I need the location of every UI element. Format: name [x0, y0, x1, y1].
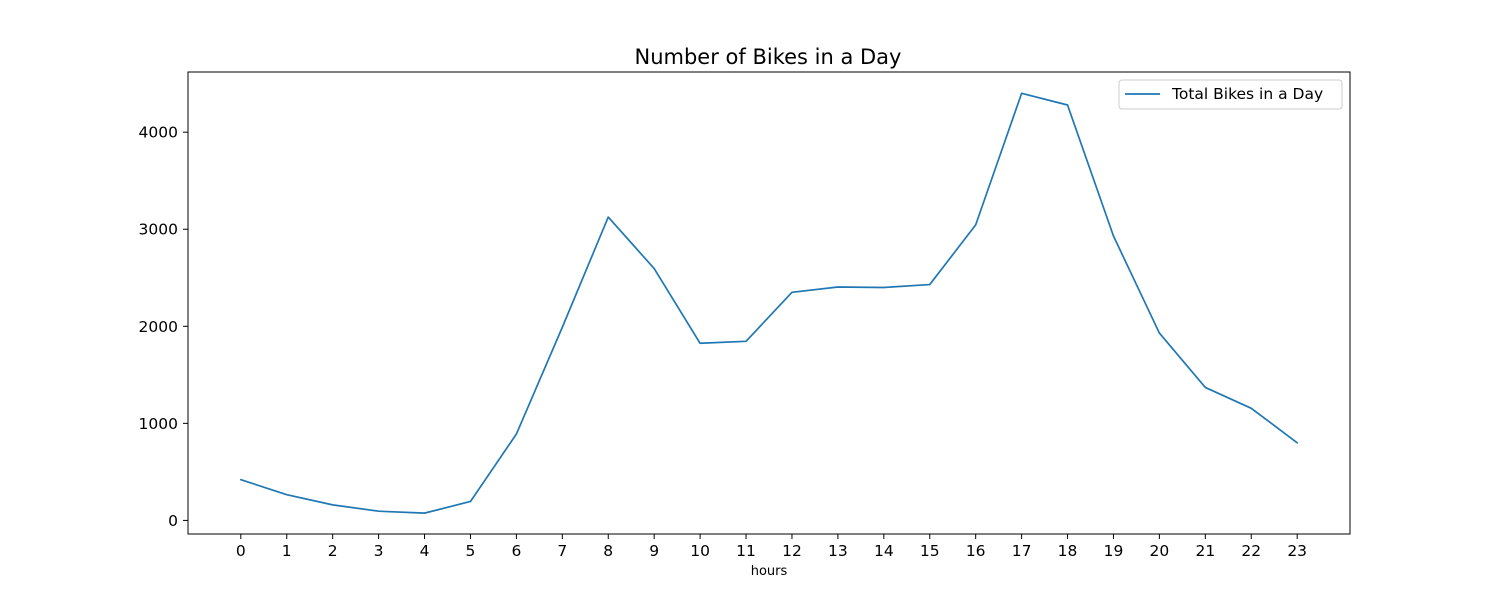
y-tick-label: 2000: [139, 318, 178, 336]
x-tick-label: 6: [511, 542, 521, 560]
x-axis-label: hours: [751, 564, 788, 579]
y-axis: 0 1000 2000 3000 4000: [139, 124, 188, 530]
chart-title: Number of Bikes in a Day: [635, 45, 902, 69]
x-tick-label: 5: [466, 542, 476, 560]
x-tick-label: 14: [874, 542, 894, 560]
y-tick-label: 4000: [139, 124, 178, 142]
x-tick-label: 7: [557, 542, 567, 560]
x-tick-label: 19: [1104, 542, 1124, 560]
legend-label: Total Bikes in a Day: [1171, 85, 1323, 103]
x-tick-label: 23: [1287, 542, 1307, 560]
x-tick-label: 12: [782, 542, 802, 560]
x-tick-label: 3: [374, 542, 384, 560]
legend-box: [1118, 79, 1343, 110]
x-tick-label: 17: [1012, 542, 1032, 560]
plot-frame: [187, 71, 1351, 535]
series-line-total-bikes: [239, 92, 1299, 514]
x-axis: 0 1 2 3 4 5 6 7 8 9 10 11 12 13 14 15 16 17 18 19 20 21 22 23: [236, 534, 1307, 560]
x-tick-label: 9: [649, 542, 659, 560]
x-tick-label: 8: [603, 542, 613, 560]
y-tick-label: 0: [168, 512, 178, 530]
x-tick-label: 0: [236, 542, 246, 560]
x-tick-label: 1: [282, 542, 292, 560]
y-tick-label: 1000: [139, 415, 178, 433]
x-tick-label: 2: [328, 542, 338, 560]
x-tick-label: 16: [966, 542, 986, 560]
x-tick-label: 4: [420, 542, 430, 560]
y-tick-label: 3000: [139, 221, 178, 239]
x-tick-label: 13: [828, 542, 848, 560]
legend: Total Bikes in a Day: [1118, 79, 1343, 110]
x-tick-label: 10: [690, 542, 710, 560]
x-tick-label: 11: [736, 542, 756, 560]
x-tick-label: 21: [1195, 542, 1215, 560]
x-tick-label: 20: [1150, 542, 1170, 560]
x-tick-label: 15: [920, 542, 940, 560]
x-tick-label: 22: [1241, 542, 1261, 560]
x-tick-label: 18: [1058, 542, 1078, 560]
